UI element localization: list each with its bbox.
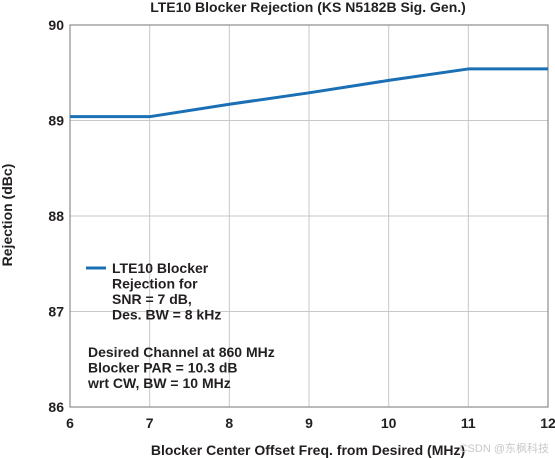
x-tick-label: 10 [381,415,397,431]
watermark: CSDN @东枫科技 [460,441,549,455]
x-tick-label: 6 [66,415,74,431]
x-tick-label: 12 [540,415,555,431]
chart-title: LTE10 Blocker Rejection (KS N5182B Sig. … [150,0,466,15]
series [70,67,548,119]
series-line [70,67,548,119]
legend-label-line: LTE10 Blocker [112,260,209,276]
annotation-line: Blocker PAR = 10.3 dB [88,360,238,376]
y-tick-label: 86 [48,399,64,415]
y-tick-label: 89 [48,113,64,129]
x-tick-label: 7 [146,415,154,431]
y-tick-label: 88 [48,208,64,224]
grid [70,25,548,407]
x-axis-label: Blocker Center Offset Freq. from Desired… [151,442,465,458]
x-tick-label: 8 [225,415,233,431]
annotation-line: Desired Channel at 860 MHz [88,344,275,360]
x-tick-label: 9 [305,415,313,431]
annotation-line: wrt CW, BW = 10 MHz [87,375,231,391]
legend-label-line: Des. BW = 8 kHz [112,307,221,323]
y-tick-label: 87 [48,304,64,320]
y-tick-label: 90 [48,17,64,33]
x-tick-label: 11 [461,415,476,431]
legend-label-line: SNR = 7 dB, [112,291,192,307]
legend-label-line: Rejection for [112,276,198,292]
y-axis-label: Rejection (dBc) [0,164,15,267]
plot-frame [69,24,549,408]
